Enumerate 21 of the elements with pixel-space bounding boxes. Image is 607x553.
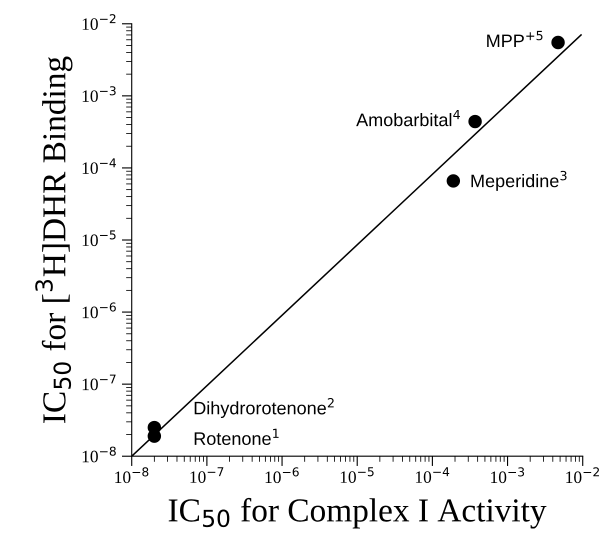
annotation: MPP$^{+5}$ (487, 30, 543, 48)
y-tick-label: 10$^{−4}$ (82, 158, 116, 174)
x-tick-label: 10$^{−4}$ (416, 467, 450, 483)
x-tick-label: 10$^{−7}$ (190, 467, 224, 483)
y-tick-label: 10$^{−3}$ (82, 86, 116, 102)
x-tick-label: 10$^{−3}$ (491, 467, 524, 484)
annotation: Rotenone$^{1}$ (194, 428, 279, 446)
x-axis-title: IC$_{50}$ for Complex I Activity (168, 498, 546, 529)
y-tick-label: 10$^{−8}$ (82, 446, 116, 462)
annotation: Dihydrorotenone$^{2}$ (194, 398, 334, 418)
x-tick-label: 10$^{−5}$ (340, 467, 374, 483)
x-tick-label: 10$^{−8}$ (115, 467, 148, 484)
annotation: Meperidine$^{3}$ (471, 170, 567, 191)
annotation: Amobarbital$^{4}$ (356, 110, 460, 126)
y-tick-label: 10$^{−2}$ (82, 14, 116, 30)
y-tick-label: 10$^{−6}$ (82, 302, 116, 318)
x-tick-label: 10$^{−6}$ (266, 467, 299, 484)
y-tick-label: 10$^{−7}$ (82, 374, 116, 390)
x-tick-label: 10$^{−2}$ (566, 467, 599, 484)
y-tick-label: 10$^{−5}$ (82, 230, 116, 246)
y-axis-title: IC$_{50}$ for [$^{3}$H]DHR Binding (35, 56, 72, 423)
